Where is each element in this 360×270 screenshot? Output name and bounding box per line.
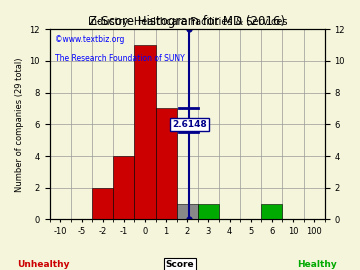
Bar bbox=[177, 204, 198, 220]
Bar bbox=[113, 156, 134, 220]
Y-axis label: Number of companies (29 total): Number of companies (29 total) bbox=[15, 57, 24, 191]
Text: The Research Foundation of SUNY: The Research Foundation of SUNY bbox=[55, 54, 185, 63]
Text: Industry: Healthcare Facilities & Services: Industry: Healthcare Facilities & Servic… bbox=[87, 17, 287, 27]
Text: ©www.textbiz.org: ©www.textbiz.org bbox=[55, 35, 125, 44]
Bar bbox=[156, 109, 177, 220]
Text: Healthy: Healthy bbox=[297, 260, 337, 269]
Title: Z-Score Histogram for MD (2016): Z-Score Histogram for MD (2016) bbox=[89, 15, 285, 28]
Bar bbox=[92, 188, 113, 220]
Text: Score: Score bbox=[166, 260, 194, 269]
Text: Unhealthy: Unhealthy bbox=[17, 260, 69, 269]
Text: 2.6148: 2.6148 bbox=[172, 120, 207, 129]
Bar bbox=[134, 45, 156, 220]
Bar bbox=[261, 204, 283, 220]
Bar bbox=[198, 204, 219, 220]
